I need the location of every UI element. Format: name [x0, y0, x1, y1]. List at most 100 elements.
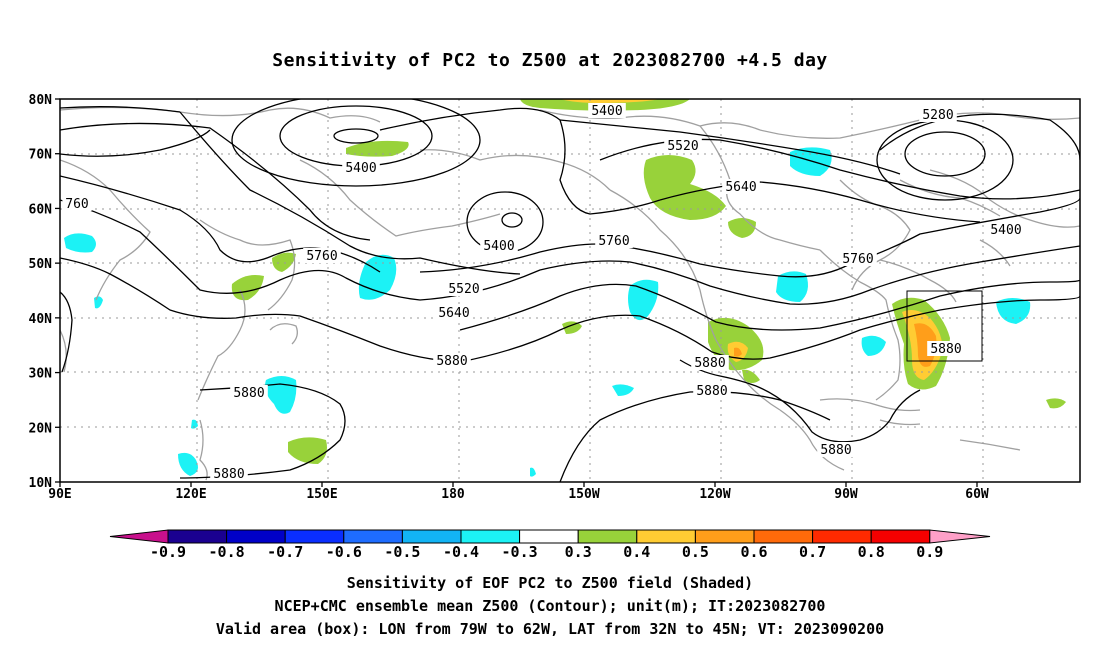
- contour-label-bg: [210, 466, 248, 481]
- colorbar-swatch: [519, 529, 579, 544]
- lat-tick-label: 60N: [29, 202, 53, 217]
- latitude-axis: 80N 70N 60N 50N 40N 30N 20N 10N: [29, 93, 60, 491]
- contour-label-bg: [817, 442, 855, 457]
- shade-negative: [612, 384, 634, 396]
- colorbar-label: 0.5: [682, 543, 709, 561]
- lat-tick-label: 50N: [29, 257, 53, 272]
- colorbar-swatch: [343, 529, 403, 544]
- colorbar-label: -0.7: [267, 543, 303, 561]
- lon-tick-label: 90E: [48, 487, 71, 502]
- contour-label-bg: [927, 341, 965, 356]
- contour-label: 5880: [436, 354, 467, 369]
- colorbar-label: -0.3: [502, 543, 538, 561]
- contour-label: 5640: [725, 180, 756, 195]
- contour-label: 760: [65, 197, 88, 212]
- colorbar-swatch: [636, 529, 696, 544]
- contour-label: 5280: [922, 108, 953, 123]
- contour-label-bg: [664, 138, 702, 153]
- shade-positive: [346, 140, 409, 157]
- shade-positive: [734, 347, 742, 357]
- shade-negative: [790, 147, 832, 176]
- lon-tick-label: 150E: [306, 487, 337, 502]
- colorbar-swatch: [226, 529, 286, 544]
- contour-label: 5760: [306, 249, 337, 264]
- contour-label-bg: [691, 355, 729, 370]
- colorbar-swatch: [870, 529, 931, 544]
- colorbar-swatch: [167, 529, 228, 544]
- lon-tick-label: 150W: [568, 487, 599, 502]
- lon-tick-label: 90W: [834, 487, 858, 502]
- colorbar-swatch: [460, 529, 521, 544]
- plot-frame: [59, 98, 1081, 483]
- colorbar-label: -0.4: [443, 543, 479, 561]
- contour-label: 5400: [591, 104, 622, 119]
- colorbar-left-arrow: [109, 529, 169, 544]
- shade-negative: [64, 233, 96, 253]
- shade-positive: [560, 99, 660, 103]
- lon-tick-label: 60W: [965, 487, 989, 502]
- shade-negative: [178, 452, 198, 476]
- lat-tick-label: 30N: [29, 367, 53, 382]
- contour-label: 5520: [667, 139, 698, 154]
- contour-label: 5400: [990, 223, 1021, 238]
- contour-label-bg: [693, 383, 731, 398]
- contour-label: 5520: [448, 282, 479, 297]
- colorbar-label: 0.4: [623, 543, 650, 561]
- contour-label: 5880: [820, 443, 851, 458]
- shade-positive: [1046, 398, 1066, 409]
- colorbar-swatch: [401, 529, 462, 544]
- contour-label: 5880: [213, 467, 244, 482]
- colorbar-label: 0.9: [916, 543, 943, 561]
- colorbar-right-arrow: [929, 529, 991, 544]
- colorbar-label: -0.9: [150, 543, 186, 561]
- contour-label-bg: [435, 305, 473, 320]
- contour-label-bg: [588, 103, 626, 118]
- contour-label: 5880: [233, 386, 264, 401]
- lat-tick-label: 10N: [29, 476, 53, 491]
- shade-positive: [728, 218, 756, 238]
- z500-contours: [60, 99, 1080, 482]
- contour-label-bg: [62, 196, 92, 211]
- coastlines: [60, 106, 1080, 481]
- contour-labels: 5400 5280 5520 5640 5400 760 5400 5760 5400 5760 5…: [62, 103, 1025, 482]
- shade-negative: [861, 335, 886, 356]
- shade-negative: [530, 467, 536, 477]
- colorbar-label: -0.8: [209, 543, 245, 561]
- contour-label: 5400: [483, 239, 514, 254]
- shade-negative: [776, 271, 808, 302]
- contour-label-bg: [722, 179, 760, 194]
- lon-tick-label: 120E: [175, 487, 206, 502]
- footer-line-1: Sensitivity of EOF PC2 to Z500 field (Sh…: [346, 574, 754, 592]
- contour-label-bg: [839, 251, 877, 266]
- colorbar-label: 0.8: [858, 543, 885, 561]
- shade-negative: [94, 296, 103, 309]
- contour-label-bg: [595, 233, 633, 248]
- shade-positive: [231, 275, 264, 301]
- lat-tick-label: 70N: [29, 148, 53, 163]
- colorbar-swatch: [284, 529, 345, 544]
- colorbar-label: 0.6: [740, 543, 767, 561]
- colorbar-swatch: [812, 529, 872, 544]
- contour-label-bg: [445, 281, 483, 296]
- shade-negative: [628, 279, 659, 321]
- contour-label-bg: [433, 353, 471, 368]
- lon-tick-label: 120W: [699, 487, 730, 502]
- shade-positive: [562, 321, 582, 334]
- contour-label-bg: [303, 248, 341, 263]
- contour-label-bg: [230, 385, 268, 400]
- shade-negative: [191, 419, 198, 429]
- lon-tick-label: 180: [441, 487, 465, 502]
- shade-negative: [358, 254, 397, 300]
- contour-label-bg: [342, 160, 380, 175]
- colorbar: -0.9 -0.8 -0.7 -0.6 -0.5 -0.4 -0.3 0.3 0.4 0.5 0.6…: [109, 529, 991, 561]
- contour-label: 5880: [696, 384, 727, 399]
- colorbar-swatch: [577, 529, 638, 544]
- footer-line-3: Valid area (box): LON from 79W to 62W, L…: [215, 620, 885, 638]
- shade-positive: [272, 252, 296, 272]
- contour-label: 5760: [842, 252, 873, 267]
- colorbar-label: -0.6: [326, 543, 362, 561]
- shade-negative: [265, 376, 297, 414]
- contour-label: 5880: [930, 342, 961, 357]
- longitude-axis: 90E 120E 150E 180 150W 120W 90W 60W: [48, 482, 989, 502]
